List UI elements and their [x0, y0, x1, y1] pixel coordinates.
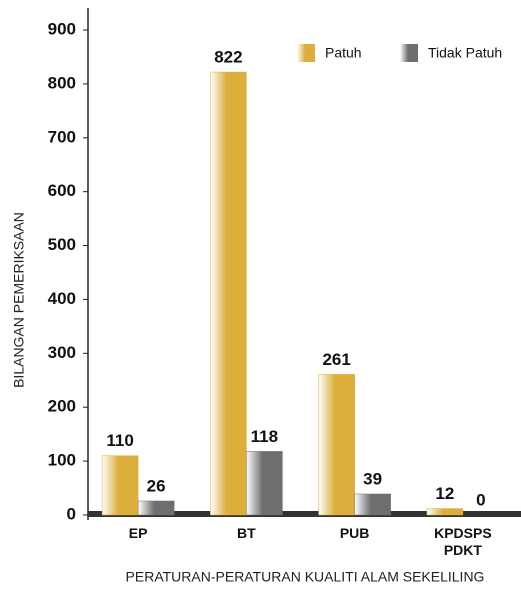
legend-label: Patuh [325, 45, 362, 61]
y-tick-label: 800 [48, 73, 76, 92]
x-tick-label: EP [128, 525, 148, 541]
x-tick-label: BT [237, 525, 256, 541]
legend-swatch [400, 44, 418, 62]
floor [88, 511, 521, 517]
bar [318, 374, 355, 516]
value-label: 110 [106, 431, 133, 450]
y-tick-label: 600 [48, 181, 76, 200]
y-tick-label: 900 [48, 19, 76, 38]
y-tick-label: 700 [48, 127, 76, 146]
value-label: 39 [363, 469, 382, 488]
bar [354, 493, 391, 516]
y-tick-label: 0 [67, 504, 76, 523]
legend-swatch [297, 44, 315, 62]
y-axis-title: BILANGAN PEMERIKSAAN [11, 212, 27, 388]
y-tick-label: 200 [48, 397, 76, 416]
bar [426, 508, 464, 516]
value-label: 26 [147, 476, 166, 495]
y-tick-label: 100 [48, 451, 76, 470]
value-label: 0 [476, 490, 485, 509]
bar [246, 451, 283, 516]
bar [137, 500, 175, 516]
value-label: 261 [322, 350, 350, 369]
x-axis-title: PERATURAN-PERATURAN KUALITI ALAM SEKELIL… [126, 569, 485, 585]
bar [101, 455, 139, 516]
value-label: 822 [214, 48, 242, 67]
bar [210, 71, 247, 516]
x-tick-label: PUB [339, 525, 370, 541]
y-tick-label: 400 [48, 289, 76, 308]
legend-label: Tidak Patuh [428, 45, 502, 61]
y-tick-label: 500 [48, 235, 76, 254]
y-tick-label: 300 [48, 343, 76, 362]
value-label: 118 [251, 427, 278, 446]
x-tick-label: KPDSPS PDKT [434, 525, 492, 558]
value-label: 12 [435, 484, 454, 503]
